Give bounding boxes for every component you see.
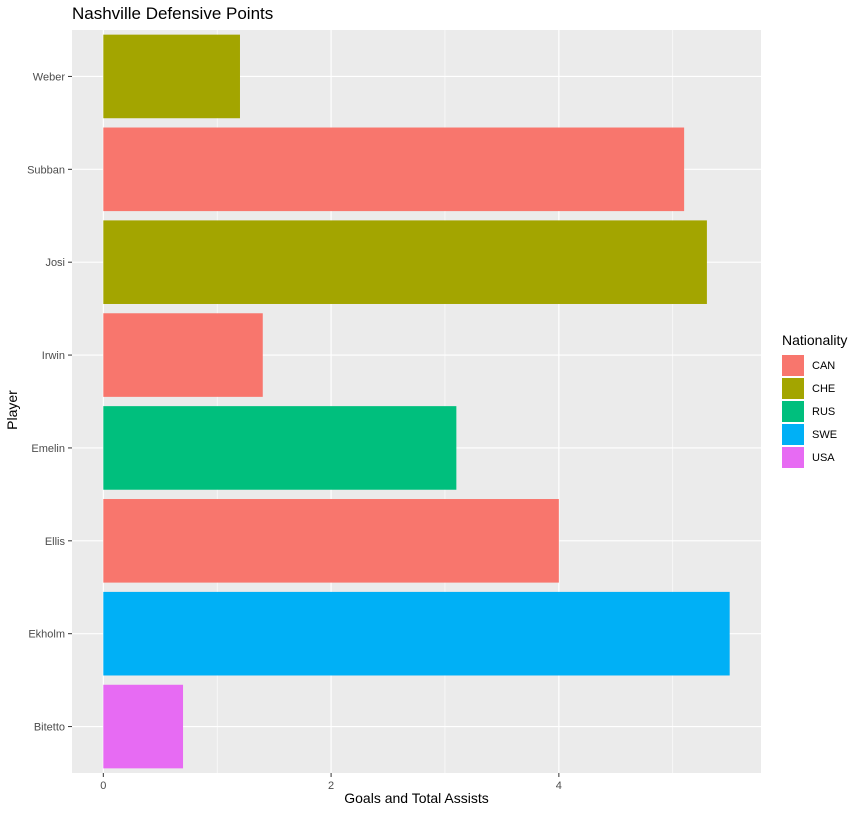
legend-label: USA xyxy=(812,451,835,464)
legend-label: SWE xyxy=(812,428,838,441)
bar-josi xyxy=(103,220,707,304)
y-tick-label: Ekholm xyxy=(28,629,65,641)
legend-title: Nationality xyxy=(782,332,848,348)
x-axis-label: Goals and Total Assists xyxy=(344,790,489,806)
bar-subban xyxy=(103,127,685,212)
legend-item-che: CHE xyxy=(782,377,847,400)
x-tick-label: 0 xyxy=(100,780,106,792)
bar-emelin xyxy=(103,406,457,490)
legend-item-can: CAN xyxy=(782,354,847,377)
legend-label: RUS xyxy=(812,405,836,418)
y-tick-label: Irwin xyxy=(42,350,65,362)
chart-title: Nashville Defensive Points xyxy=(72,4,274,23)
bar-bitetto xyxy=(103,684,184,769)
y-tick-label: Ellis xyxy=(45,536,66,548)
legend-item-rus: RUS xyxy=(782,400,847,423)
legend-item-usa: USA xyxy=(782,446,847,469)
legend-swatch xyxy=(782,424,804,445)
y-tick-label: Emelin xyxy=(31,443,65,455)
y-tick-label: Bitetto xyxy=(34,722,65,734)
bar-ekholm xyxy=(103,591,730,676)
x-tick-label: 4 xyxy=(556,780,562,792)
legend-item-swe: SWE xyxy=(782,423,847,446)
bar-ellis xyxy=(103,499,559,583)
bar-weber xyxy=(103,34,240,119)
legend-swatch xyxy=(782,378,804,399)
legend-label: CHE xyxy=(812,382,836,395)
y-axis-label: Player xyxy=(4,390,20,430)
legend: Nationality CAN CHE RUS SWE USA xyxy=(782,332,847,469)
y-tick-label: Weber xyxy=(33,71,66,83)
x-tick-label: 2 xyxy=(328,780,334,792)
y-tick-label: Subban xyxy=(27,164,65,176)
y-tick-label: Josi xyxy=(45,257,65,269)
legend-label: CAN xyxy=(812,359,836,372)
legend-swatch xyxy=(782,447,804,468)
legend-swatch xyxy=(782,401,804,422)
legend-swatch xyxy=(782,355,804,376)
bar-irwin xyxy=(103,313,263,397)
